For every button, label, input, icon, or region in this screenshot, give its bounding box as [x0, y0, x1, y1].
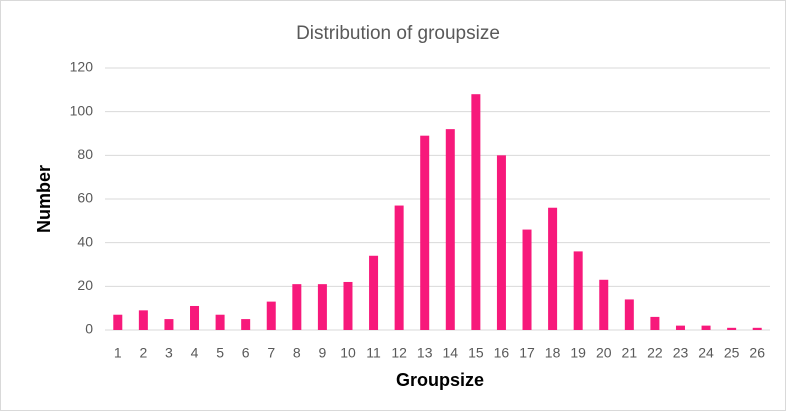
x-tick-label: 11	[366, 345, 381, 361]
x-tick-label: 10	[340, 345, 356, 361]
x-tick-label: 13	[417, 345, 433, 361]
bar	[471, 94, 481, 330]
bar	[113, 314, 123, 330]
bar	[317, 284, 327, 330]
y-tick-label: 0	[85, 321, 93, 337]
x-tick-label: 25	[724, 345, 740, 361]
y-tick-label: 100	[70, 102, 94, 118]
x-tick-label: 9	[319, 345, 327, 361]
bar	[650, 316, 660, 330]
x-tick-label: 16	[494, 345, 510, 361]
chart-title: Distribution of groupsize	[296, 23, 500, 44]
x-tick-label: 7	[267, 345, 275, 361]
x-tick-label: 26	[749, 345, 765, 361]
bar	[394, 205, 404, 330]
bar	[522, 229, 532, 330]
x-tick-label: 19	[570, 345, 586, 361]
y-axis-label: Number	[34, 165, 54, 233]
x-tick-label: 2	[139, 345, 147, 361]
x-tick-label: 12	[391, 345, 407, 361]
bar	[496, 155, 506, 330]
x-tick-label: 20	[596, 345, 612, 361]
bar	[266, 301, 276, 330]
bar	[675, 325, 685, 330]
x-tick-label: 17	[519, 345, 535, 361]
y-tick-label: 80	[77, 146, 93, 162]
bar	[445, 129, 455, 330]
bar	[343, 281, 353, 330]
bar	[548, 207, 558, 330]
x-axis-label: Groupsize	[396, 370, 484, 390]
y-tick-label: 60	[77, 190, 93, 206]
x-tick-label: 18	[545, 345, 561, 361]
x-tick-label: 4	[191, 345, 199, 361]
bar	[420, 135, 430, 330]
bar	[599, 279, 609, 330]
x-tick-label: 1	[114, 345, 122, 361]
bar	[190, 305, 200, 330]
bar	[624, 299, 634, 330]
x-tick-label: 14	[442, 345, 458, 361]
y-tick-label: 20	[77, 277, 93, 293]
bar	[369, 255, 379, 330]
bar	[727, 327, 737, 330]
y-tick-label: 120	[70, 59, 94, 75]
x-tick-label: 24	[698, 345, 714, 361]
x-tick-label: 22	[647, 345, 663, 361]
bar	[215, 314, 225, 330]
x-tick-label: 15	[468, 345, 484, 361]
bar	[241, 319, 251, 330]
x-tick-label: 6	[242, 345, 250, 361]
x-tick-label: 23	[673, 345, 689, 361]
bar	[292, 284, 302, 330]
y-tick-label: 40	[77, 233, 93, 249]
x-tick-label: 5	[216, 345, 224, 361]
x-tick-label: 21	[622, 345, 638, 361]
bar	[164, 319, 174, 330]
x-tick-label: 3	[165, 345, 173, 361]
x-tick-label: 8	[293, 345, 301, 361]
bar	[701, 325, 711, 330]
bar	[138, 310, 148, 330]
bar	[752, 327, 762, 330]
bar	[573, 251, 583, 330]
